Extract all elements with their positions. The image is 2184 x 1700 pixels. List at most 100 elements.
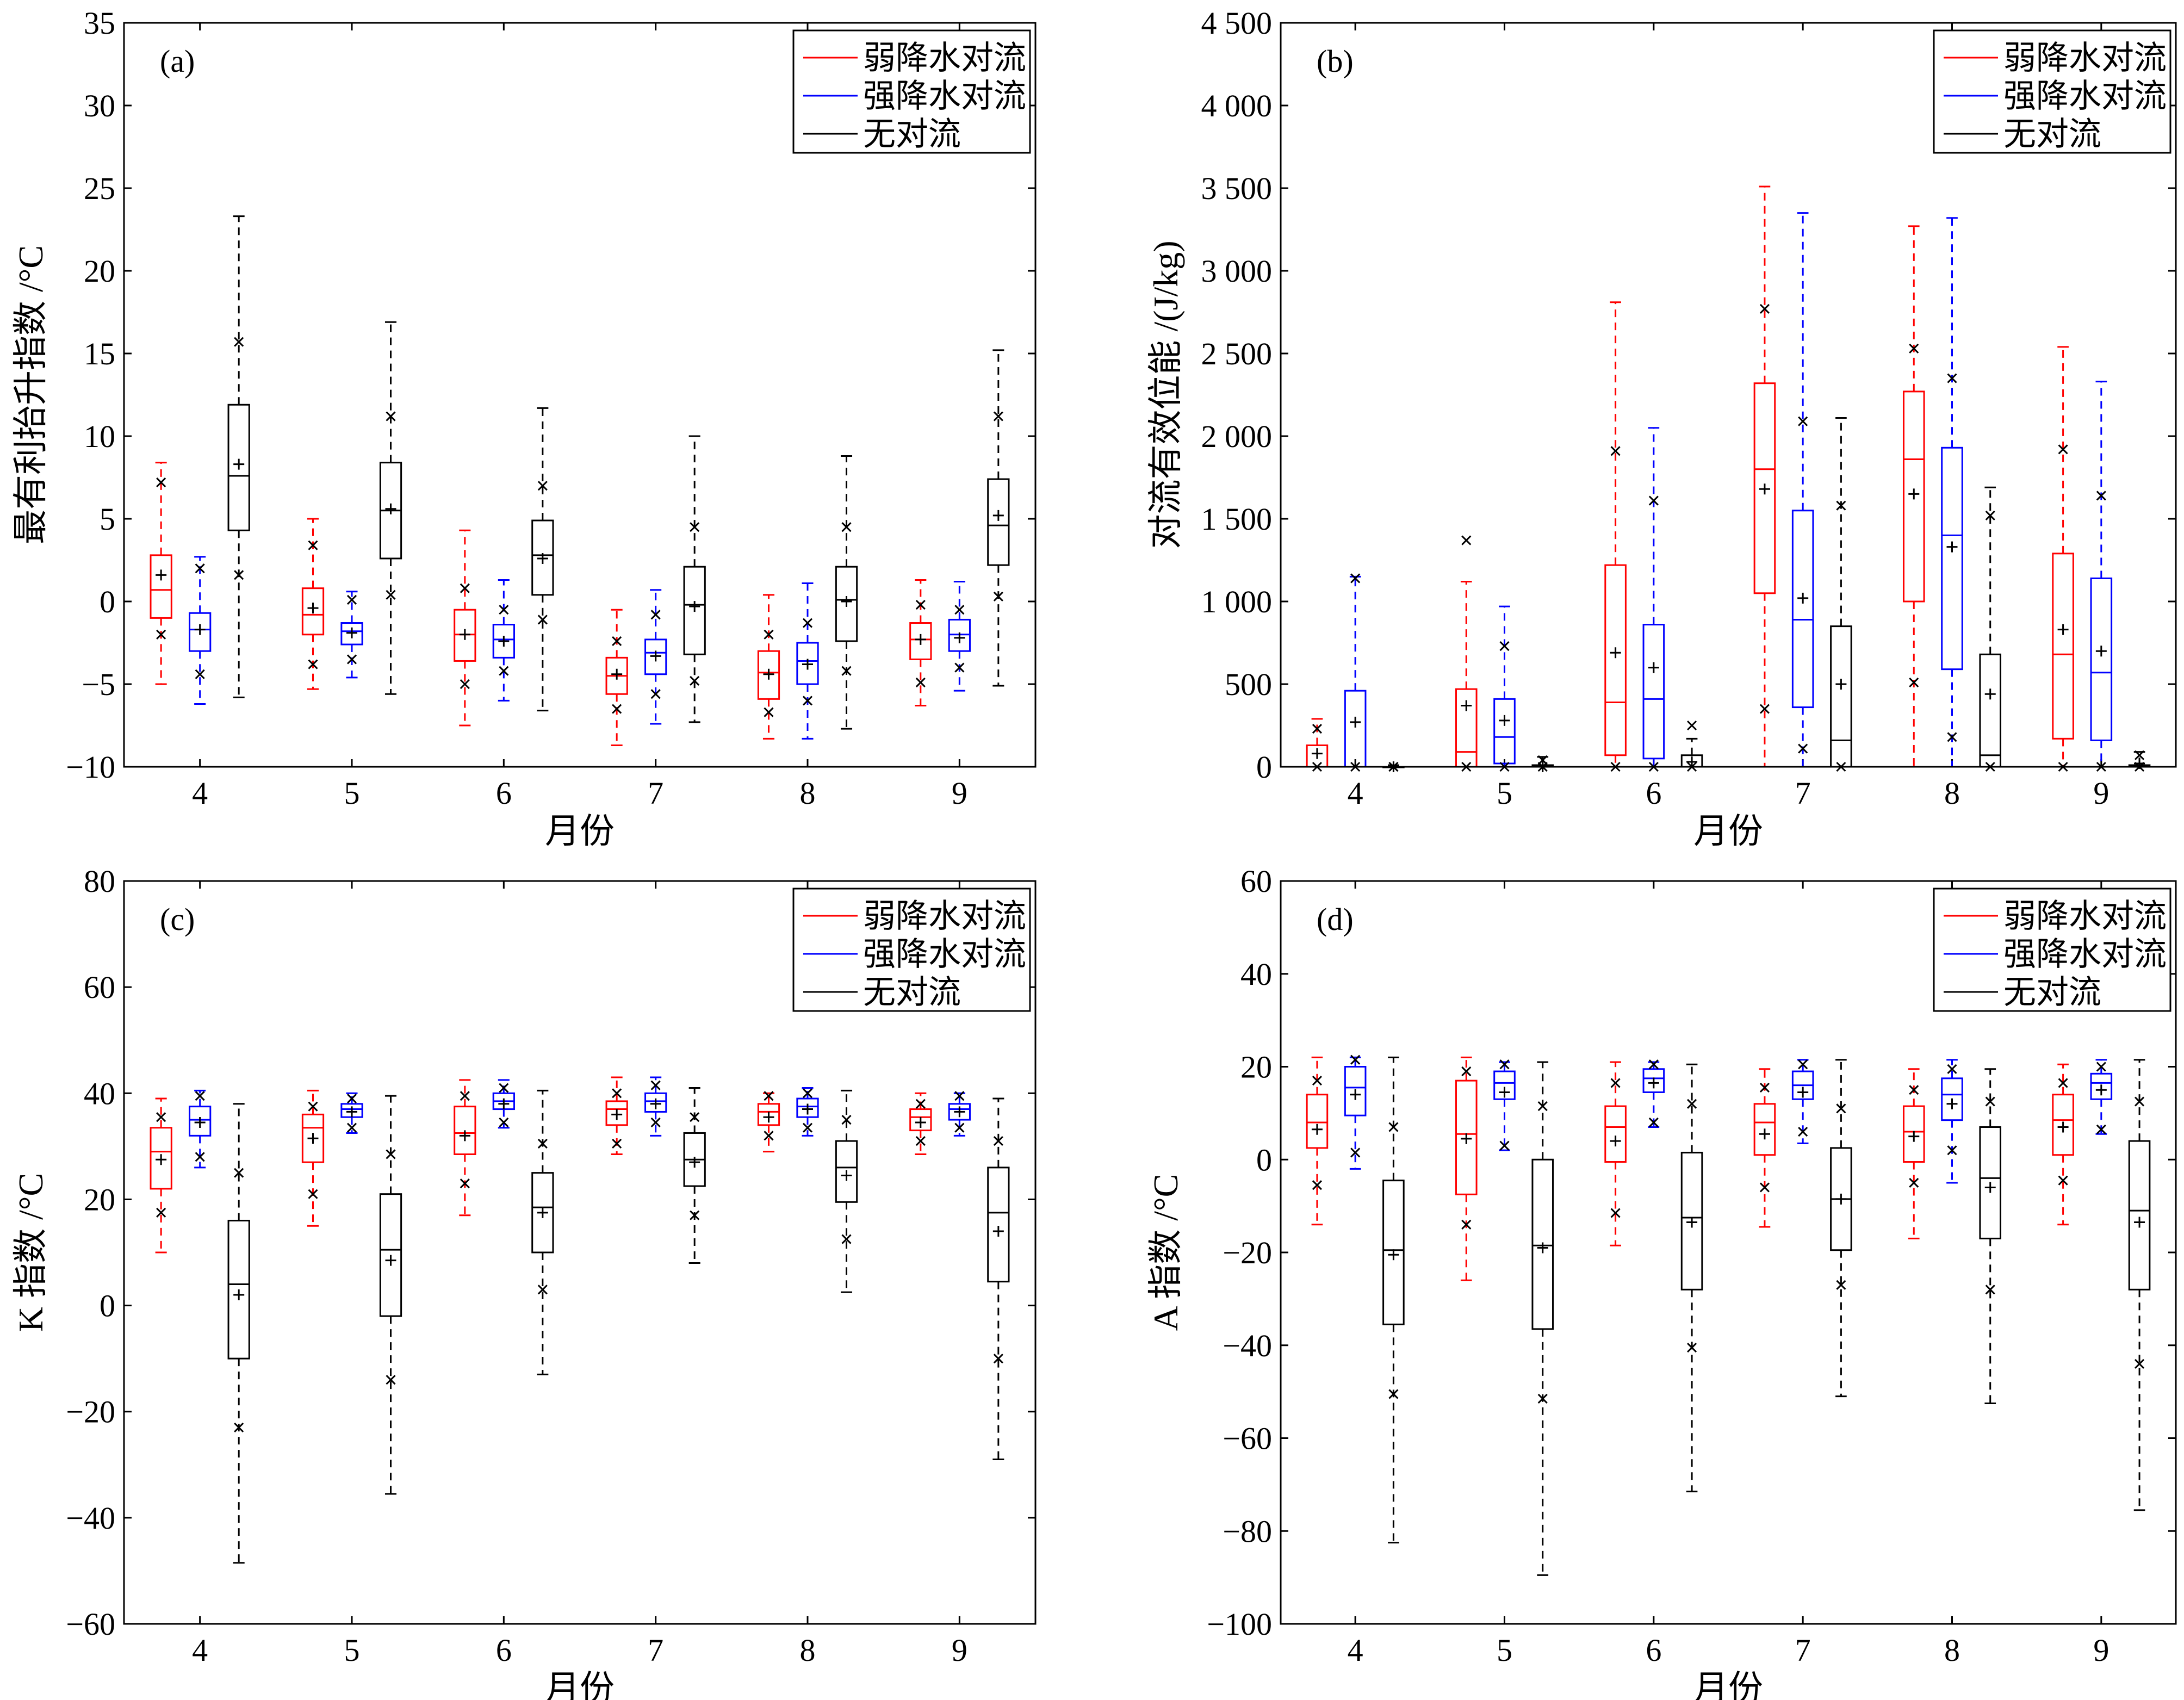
percentile-high-marker bbox=[2096, 491, 2106, 501]
percentile-high-marker bbox=[2134, 1096, 2145, 1107]
percentile-low-marker bbox=[1312, 1180, 1323, 1190]
mean-marker bbox=[1759, 1128, 1770, 1140]
y-tick-label: −60 bbox=[66, 1606, 115, 1642]
box-iqr bbox=[1979, 1126, 2002, 1239]
box-8-series-0 bbox=[757, 594, 780, 740]
x-tick-label: 8 bbox=[800, 1633, 816, 1668]
box-iqr bbox=[948, 618, 971, 652]
box-6-series-0 bbox=[1604, 1061, 1627, 1246]
legend-box bbox=[792, 29, 1031, 154]
percentile-high-marker bbox=[2058, 1078, 2068, 1088]
percentile-high-marker bbox=[690, 1112, 700, 1122]
panel-label: (a) bbox=[160, 44, 195, 79]
percentile-high-marker bbox=[915, 600, 926, 610]
y-tick-label: 20 bbox=[84, 1182, 115, 1217]
y-tick-label: 0 bbox=[100, 1288, 115, 1324]
percentile-high-marker bbox=[308, 540, 318, 550]
box-9-series-1 bbox=[948, 581, 971, 692]
box-8-series-2 bbox=[835, 1089, 858, 1293]
plot-frame bbox=[1280, 880, 2177, 1625]
percentile-low-marker bbox=[1759, 1182, 1770, 1193]
percentile-low-marker bbox=[841, 1234, 852, 1244]
percentile-high-marker bbox=[612, 636, 622, 647]
box-9-series-0 bbox=[909, 579, 932, 707]
box-iqr bbox=[1531, 1158, 1554, 1330]
box-4-series-1 bbox=[1344, 1054, 1367, 1170]
x-tick-label: 7 bbox=[648, 775, 663, 811]
box-5-series-1 bbox=[1493, 1059, 1516, 1151]
percentile-high-marker bbox=[1909, 1085, 1919, 1095]
y-tick-label: 10 bbox=[84, 419, 115, 454]
box-iqr bbox=[1753, 382, 1776, 594]
box-iqr bbox=[301, 587, 325, 636]
mean-marker bbox=[841, 1170, 852, 1181]
box-iqr bbox=[1642, 624, 1665, 760]
panel-b: 0 500 1 000 1 500 2 000 2 500 3 000 3 500 4 000 4… bbox=[1146, 5, 2177, 851]
x-axis-label: 月份 bbox=[1693, 1669, 1763, 1700]
percentile-low-marker bbox=[1909, 677, 1919, 688]
box-iqr bbox=[1902, 1105, 1925, 1163]
box-iqr bbox=[150, 1127, 172, 1190]
mean-marker bbox=[1610, 647, 1621, 659]
y-tick-label: 2 500 bbox=[1201, 336, 1273, 371]
panel-label: (b) bbox=[1317, 44, 1354, 79]
legend-label: 弱降水对流 bbox=[2003, 40, 2167, 76]
x-tick-label: 5 bbox=[344, 1633, 360, 1668]
percentile-high-marker bbox=[460, 1091, 470, 1101]
box-iqr bbox=[948, 1103, 971, 1121]
box-iqr bbox=[987, 1167, 1010, 1283]
mean-marker bbox=[1648, 662, 1659, 673]
box-iqr bbox=[492, 624, 515, 659]
box-6-series-0 bbox=[454, 529, 476, 727]
percentile-high-marker bbox=[1350, 1054, 1361, 1065]
box-5-series-0 bbox=[301, 518, 325, 690]
percentile-high-marker bbox=[1610, 446, 1621, 456]
y-axis-label: 最有利抬升指数 /°C bbox=[11, 245, 50, 544]
legend-box bbox=[792, 888, 1031, 1012]
mean-marker bbox=[1537, 1242, 1548, 1254]
percentile-high-marker bbox=[1947, 1064, 1957, 1074]
mean-marker bbox=[307, 1133, 319, 1144]
percentile-low-marker bbox=[1947, 1145, 1957, 1156]
mean-marker bbox=[1984, 688, 1996, 700]
percentile-low-marker bbox=[537, 615, 548, 625]
y-tick-label: 15 bbox=[84, 336, 115, 371]
box-4-series-1 bbox=[189, 1089, 212, 1169]
x-tick-label: 7 bbox=[648, 1633, 663, 1668]
percentile-high-marker bbox=[802, 1088, 813, 1099]
percentile-low-marker bbox=[1610, 1208, 1621, 1218]
percentile-low-marker bbox=[954, 662, 965, 673]
legend-box bbox=[1933, 888, 2171, 1012]
percentile-high-marker bbox=[2134, 750, 2145, 760]
y-tick-label: 4 000 bbox=[1201, 88, 1273, 123]
y-tick-label: −40 bbox=[66, 1500, 115, 1536]
box-iqr bbox=[531, 1172, 554, 1254]
mean-marker bbox=[1946, 1098, 1958, 1109]
box-9-series-2 bbox=[987, 1097, 1010, 1461]
percentile-high-marker bbox=[1388, 1122, 1399, 1132]
percentile-high-marker bbox=[764, 629, 774, 640]
box-7-series-2 bbox=[1830, 1059, 1852, 1398]
percentile-low-marker bbox=[460, 1178, 470, 1189]
box-iqr bbox=[150, 554, 172, 619]
y-tick-label: −60 bbox=[1223, 1421, 1272, 1456]
mean-marker bbox=[954, 632, 965, 643]
box-9-series-2 bbox=[987, 349, 1010, 687]
box-iqr bbox=[757, 650, 780, 700]
percentile-low-marker bbox=[650, 689, 661, 699]
x-tick-label: 4 bbox=[1348, 1633, 1363, 1668]
box-iqr bbox=[1344, 1066, 1367, 1116]
percentile-low-marker bbox=[993, 1354, 1003, 1364]
percentile-high-marker bbox=[993, 411, 1003, 421]
percentile-low-marker bbox=[764, 1131, 774, 1141]
percentile-low-marker bbox=[764, 707, 774, 717]
y-tick-label: 40 bbox=[84, 1076, 115, 1111]
percentile-low-marker bbox=[993, 591, 1003, 601]
box-9-series-1 bbox=[2090, 1059, 2113, 1135]
legend-label: 强降水对流 bbox=[863, 78, 1026, 114]
mean-marker bbox=[1686, 756, 1698, 767]
mean-marker bbox=[2095, 646, 2107, 657]
percentile-high-marker bbox=[1537, 755, 1548, 765]
